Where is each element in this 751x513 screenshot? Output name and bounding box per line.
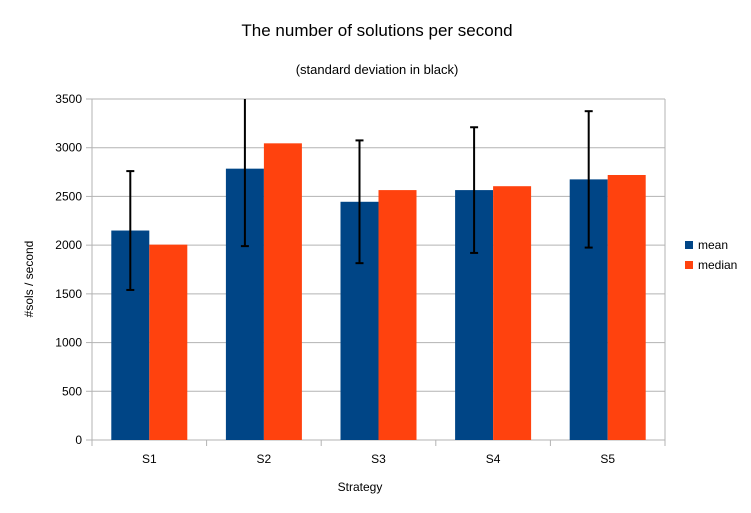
error-bars [126,99,593,291]
y-axis-title: #sols / second [22,241,36,318]
y-tick-label: 0 [75,433,82,447]
legend-swatch-mean [685,241,693,249]
bar-median-S1 [149,244,188,440]
chart-subtitle: (standard deviation in black) [296,62,459,77]
x-tick-label: S4 [486,452,501,466]
bar-median-S5 [607,174,646,440]
x-tick-label: S2 [257,452,272,466]
legend: mean median [685,238,737,272]
legend-label-median: median [698,258,737,272]
y-tick-label: 2000 [55,238,82,252]
y-tick-label: 3500 [55,92,82,106]
x-axis-title: Strategy [338,480,383,494]
bar-median-S3 [378,190,417,440]
bar-median-S2 [263,143,302,440]
y-tick-label: 1000 [55,336,82,350]
y-tick-label: 500 [62,384,82,398]
chart-title: The number of solutions per second [241,21,512,40]
y-tick-label: 2500 [55,189,82,203]
x-tick-label: S1 [142,452,157,466]
legend-swatch-median [685,261,693,269]
x-tick-label: S3 [371,452,386,466]
y-tick-label: 3000 [55,141,82,155]
bar-median-S4 [493,186,532,440]
legend-label-mean: mean [698,238,728,252]
y-tick-label: 1500 [55,287,82,301]
tick-labels: 0 500 1000 1500 2000 2500 3000 3500 S1 S2 S3 S4 S5 [55,92,615,466]
bars [111,143,646,440]
x-tick-label: S5 [600,452,615,466]
